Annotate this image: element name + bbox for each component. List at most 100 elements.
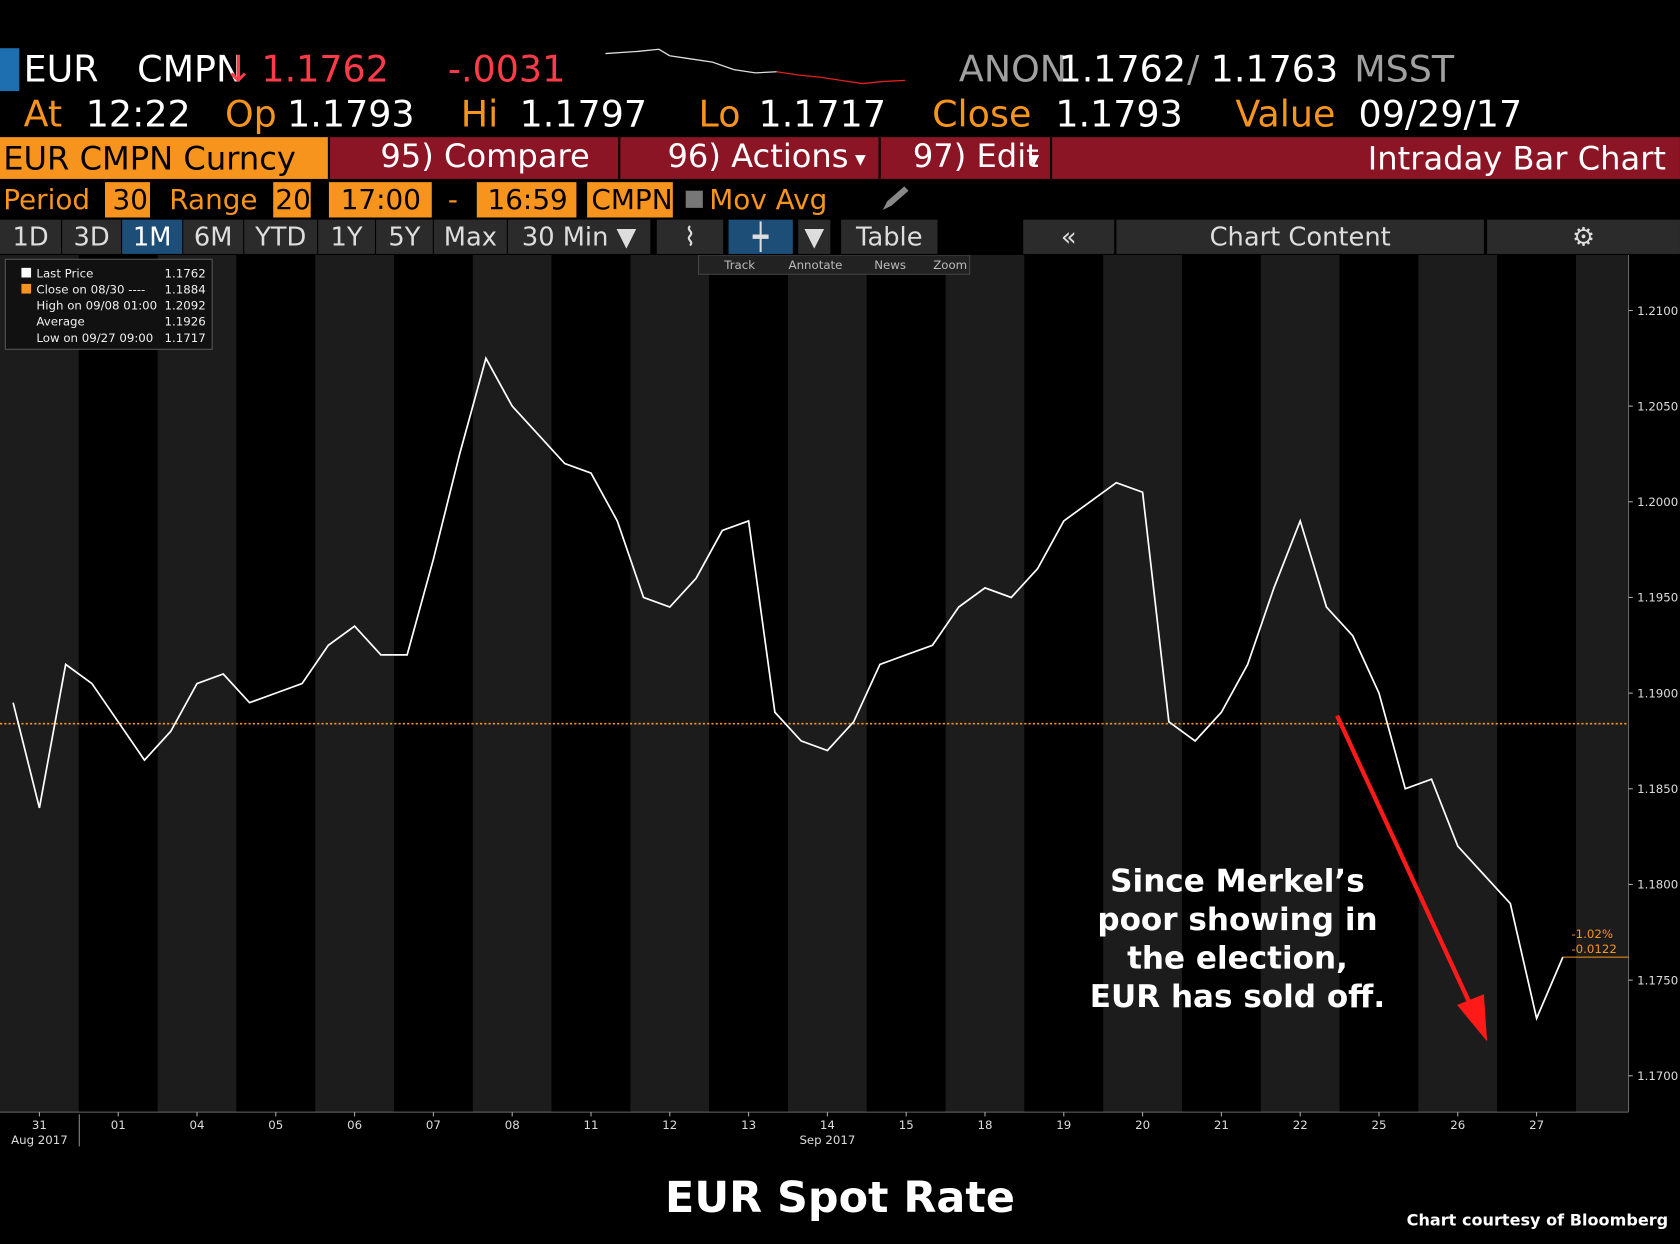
dash: - [447,184,458,217]
day-band [866,254,946,1113]
day-band [393,254,473,1113]
legend-value: 1.1717 [165,331,206,345]
arrow-head [1457,994,1488,1042]
menu-edit[interactable]: 97) Edit [912,138,1039,176]
day-band [551,254,631,1113]
input-box[interactable] [476,182,577,218]
legend-value: 1.1884 [165,283,206,297]
legend-label: Low on 09/27 09:00 [36,331,153,345]
range-button[interactable]: 1Y [318,219,375,254]
x-tick-label: 05 [268,1118,283,1132]
y-tick-label: 1.1750 [1637,973,1678,987]
change: -.0031 [447,48,566,92]
day-band [1575,254,1629,1113]
settings-button[interactable]: ⚙ [1487,219,1680,254]
menu-bar [329,137,1680,179]
legend-label: High on 09/08 01:00 [36,299,157,313]
bid: 1.1762 [1058,48,1187,92]
last-price: 1.1762 [261,48,389,92]
price-line [12,356,1564,1022]
input-box[interactable] [273,182,311,218]
range-button[interactable]: Max [433,219,507,254]
x-tick-label: 04 [190,1118,205,1132]
input-box[interactable] [104,182,150,218]
field-value: 1.1717 [758,93,887,137]
annotation: Since Merkel’s [1110,863,1365,899]
divider [878,137,881,179]
legend-value: 1.2092 [165,299,206,313]
line-icon[interactable]: ⌇ [656,219,724,254]
y-tick-label: 1.2000 [1637,495,1678,509]
x-tick-label: 21 [1214,1118,1229,1132]
x-tick-label: 13 [741,1118,756,1132]
x-tick-label: 18 [978,1118,993,1132]
field-value: 1.1793 [1055,93,1183,137]
field-value: 1.1793 [287,93,415,137]
range-button[interactable]: 3D [62,219,122,254]
day-band [630,254,710,1113]
day-band [1181,254,1261,1113]
source-setting: CMPN [591,184,673,217]
x-tick-label: 07 [426,1118,441,1132]
start-time: 17:00 [340,184,421,217]
y-tick-label: 1.1700 [1637,1069,1678,1083]
x-tick-label: 15 [899,1118,914,1132]
ticker: EUR [23,48,99,92]
y-tick-label: 1.1900 [1637,686,1678,700]
field-value: 09/29/17 [1358,93,1523,137]
input-box[interactable] [328,182,432,218]
dropdown-icon[interactable]: ▼ [798,219,831,254]
mov-avg: Mov Avg [709,184,828,217]
x-tick-label: 08 [505,1118,520,1132]
x-tick-label: 22 [1293,1118,1308,1132]
collapse-button[interactable]: « [1023,219,1115,254]
tool-label: Zoom [933,258,967,272]
pencil-icon[interactable] [879,182,913,214]
day-band [1418,254,1498,1113]
chart-content-button[interactable]: Chart Content [1116,219,1484,254]
field-label: At [23,93,63,137]
y-tick-label: 1.1950 [1637,591,1678,605]
ask: 1.1763 [1210,48,1339,92]
table-button[interactable]: Table [841,219,938,254]
tool-label: Track [723,258,755,272]
input-box[interactable] [587,182,673,218]
day-band [0,254,79,1113]
x-tick-label: 25 [1372,1118,1387,1132]
msst: MSST [1354,48,1455,92]
y-tick-label: 1.2100 [1637,304,1678,318]
legend-value: 1.1926 [165,315,206,329]
field-label: Value [1235,93,1336,137]
range-button[interactable]: 6M [183,219,244,254]
range-button[interactable]: 5Y [376,219,433,254]
legend-swatch [21,283,32,294]
bar-icon[interactable]: ┿ [728,219,793,254]
legend-label: Last Price [36,266,93,280]
day-band [1497,254,1576,1113]
separator: / [1187,48,1200,92]
x-tick-label: 06 [347,1118,362,1132]
y-tick-label: 1.1800 [1637,878,1678,892]
arrow-shaft [1335,714,1479,1019]
y-tick-label: 1.2050 [1637,399,1678,413]
menu-compare[interactable]: 95) Compare [380,138,590,176]
checkbox[interactable] [685,190,703,208]
legend-swatch [21,267,32,278]
credit: Chart courtesy of Bloomberg [1406,1210,1669,1230]
legend-box: Last Price 1.1762 Close on 08/30 ---- 1.188… [4,258,213,350]
range-button[interactable]: YTD [244,219,318,254]
annotation: EUR has sold off. [1090,979,1385,1015]
change-label: -0.0122 [1571,942,1616,956]
range-button[interactable]: 1D [0,219,62,254]
period: 30 [112,184,148,217]
dropdown-icon: ▾ [1028,145,1040,172]
range-button[interactable]: 30 Min ▼ [507,219,651,254]
tool-strip: Track Annotate News Zoom [698,254,971,275]
end-time: 16:59 [487,184,568,217]
range-button[interactable]: 1M [122,219,183,254]
menu-actions[interactable]: 96) Actions [667,138,849,176]
divider [1049,137,1053,179]
field-value: 12:22 [85,93,191,137]
period-label: Period [3,184,91,217]
